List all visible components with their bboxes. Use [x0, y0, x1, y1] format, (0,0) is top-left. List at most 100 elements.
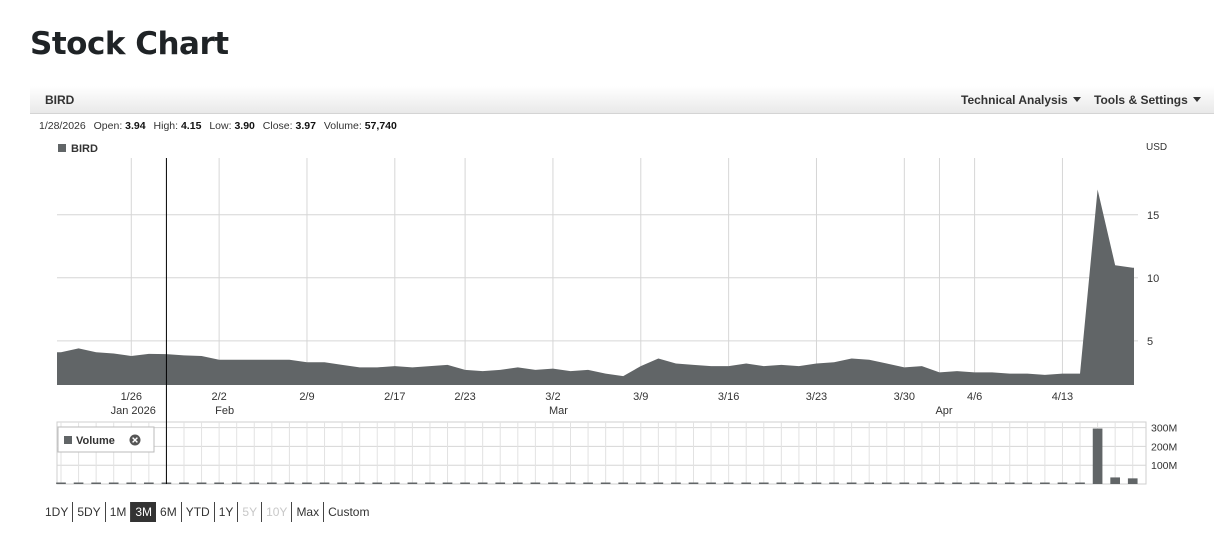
range-max-button[interactable]: Max [292, 501, 325, 522]
volume-bar [1110, 477, 1120, 484]
volume-bar [372, 482, 383, 484]
volume-bar [600, 482, 611, 484]
volume-bar [407, 482, 418, 484]
volume-bar [389, 482, 400, 484]
range-ytd-button[interactable]: YTD [182, 501, 215, 522]
volume-bar [548, 482, 558, 484]
volume-bars [56, 428, 1138, 484]
price-tick-label: 10 [1147, 273, 1159, 285]
volume-bar [1040, 482, 1050, 484]
volume-bar [829, 482, 839, 484]
volume-bar [653, 482, 664, 484]
volume-bar [477, 482, 488, 484]
volume-bar [758, 482, 769, 484]
page-title: Stock Chart [30, 26, 229, 62]
month-label: Feb [215, 405, 234, 417]
volume-legend[interactable]: Volume [57, 426, 155, 453]
volume-bar [671, 482, 681, 484]
close-value: 3.97 [295, 120, 316, 132]
close-icon[interactable] [129, 434, 141, 446]
caret-down-icon [1072, 97, 1081, 102]
price-legend: BIRD [58, 143, 98, 155]
volume-bar [635, 482, 646, 484]
date-tick-label: 1/26 [121, 391, 142, 403]
tools-settings-menu[interactable]: Tools & Settings [1094, 93, 1201, 107]
technical-analysis-menu[interactable]: Technical Analysis [961, 93, 1081, 107]
ohlc-date: 1/28/2026 [39, 120, 86, 132]
volume-bar [196, 482, 207, 484]
volume-bar [354, 482, 365, 484]
technical-analysis-label: Technical Analysis [961, 93, 1068, 107]
volume-bar [442, 482, 453, 484]
range-1y-button[interactable]: 1Y [215, 501, 239, 522]
volume-bar [1075, 482, 1085, 484]
range-5dy-button[interactable]: 5DY [73, 501, 106, 522]
range-1dy-button[interactable]: 1DY [41, 501, 74, 522]
range-10y-button: 10Y [262, 501, 293, 522]
date-tick-label: 3/30 [894, 391, 915, 403]
volume-tick-label: 100M [1151, 460, 1177, 472]
volume-bar [425, 482, 435, 484]
volume-bar [126, 482, 137, 484]
date-tick-label: 4/6 [967, 391, 982, 403]
price-axis: 5 10 15 [1147, 210, 1159, 348]
range-selector: 1DY 5DY 1M 3M 6M YTD 1Y 5Y 10Y Max Custom [41, 501, 373, 522]
range-1m-button[interactable]: 1M [106, 501, 132, 522]
open-label: Open: [93, 120, 123, 132]
volume-bar [284, 482, 295, 484]
volume-legend-label: Volume [76, 435, 115, 447]
volume-bar [1127, 478, 1138, 484]
range-custom-button[interactable]: Custom [328, 504, 370, 519]
volume-bar [741, 482, 752, 484]
volume-bar [249, 482, 260, 484]
volume-bar [952, 482, 962, 484]
range-5y-button: 5Y [238, 501, 263, 522]
date-axis: 1/26 2/2 2/9 2/17 2/23 3/2 3/9 3/16 3/23 3/30 4/6 4… [111, 391, 1074, 417]
date-tick-label: 2/23 [454, 391, 475, 403]
date-tick-label: 4/13 [1052, 391, 1073, 403]
date-tick-label: 2/2 [211, 391, 226, 403]
volume-bar [969, 482, 980, 484]
range-3m-button[interactable]: 3M [131, 501, 157, 522]
date-tick-label: 3/23 [806, 391, 827, 403]
volume-bar [1022, 482, 1033, 484]
price-tick-label: 5 [1147, 336, 1153, 348]
chart-toolbar: BIRD Technical Analysis Tools & Settings [30, 86, 1214, 114]
ohlc-readout: 1/28/2026 Open: 3.94 High: 4.15 Low: 3.9… [39, 120, 397, 132]
volume-bar [776, 482, 787, 484]
price-area [57, 189, 1134, 385]
volume-bar [1004, 482, 1015, 484]
open-value: 3.94 [125, 120, 146, 132]
range-6m-button[interactable]: 6M [156, 501, 182, 522]
volume-bar [688, 482, 699, 484]
volume-bar [337, 482, 347, 484]
volume-bar [1057, 482, 1068, 484]
volume-bar [846, 482, 857, 484]
volume-bar [460, 482, 470, 484]
price-legend-swatch [58, 144, 66, 152]
volume-bar [1092, 428, 1103, 484]
volume-bar [706, 482, 716, 484]
volume-bar [108, 482, 119, 484]
low-value: 3.90 [234, 120, 255, 132]
volume-legend-swatch [64, 436, 72, 444]
volume-bar [144, 482, 154, 484]
volume-tick-label: 200M [1151, 441, 1177, 453]
volume-bar [231, 482, 242, 484]
volume-bar [319, 482, 330, 484]
tools-settings-label: Tools & Settings [1094, 93, 1188, 107]
price-tick-label: 15 [1147, 210, 1159, 222]
caret-down-icon [1192, 97, 1201, 102]
volume-label: Volume: [323, 120, 362, 132]
volume-bar [512, 482, 523, 484]
high-value: 4.15 [180, 120, 202, 132]
date-tick-label: 3/2 [545, 391, 560, 403]
volume-bar [565, 482, 576, 484]
high-label: High: [153, 120, 179, 132]
volume-bar [864, 482, 875, 484]
volume-bar [987, 482, 998, 484]
price-legend-label: BIRD [71, 143, 98, 155]
date-tick-label: 3/9 [633, 391, 648, 403]
volume-bar [91, 482, 101, 484]
